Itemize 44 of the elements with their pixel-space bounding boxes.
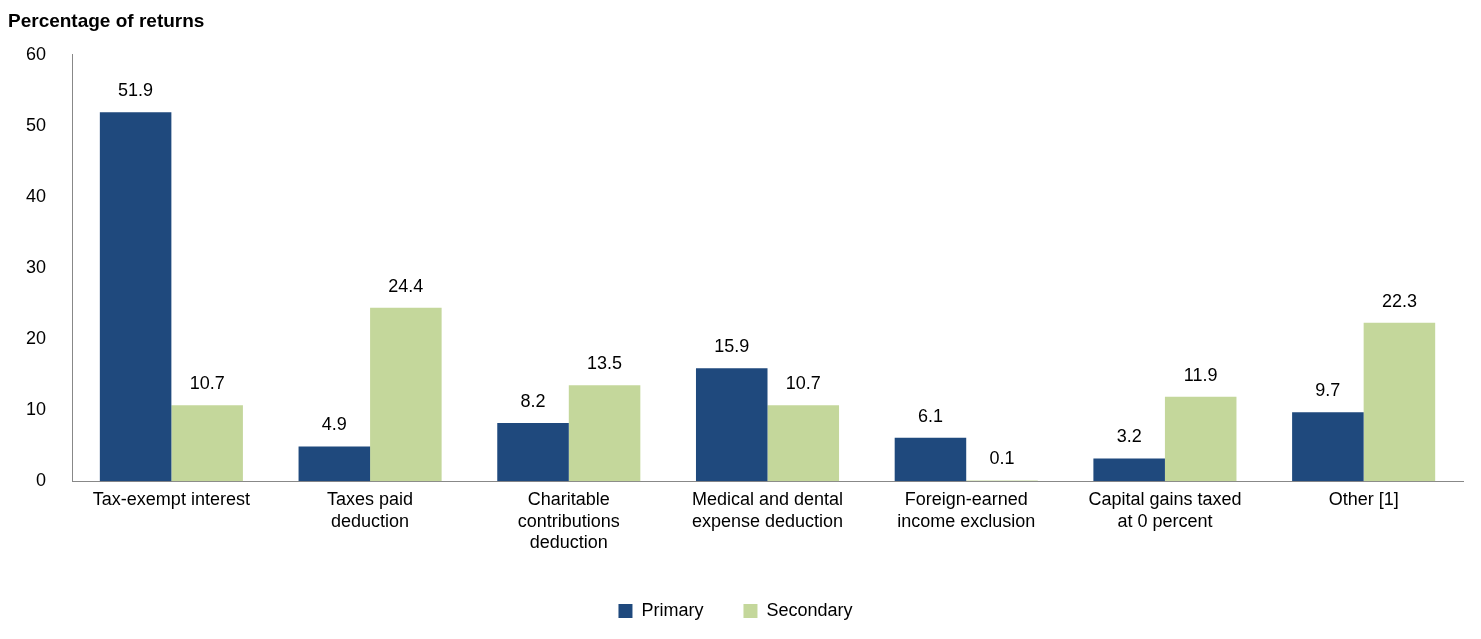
bar — [171, 405, 243, 482]
data-label: 6.1 — [917, 405, 943, 426]
data-label: 22.3 — [1381, 290, 1417, 311]
bar — [298, 446, 371, 482]
y-tick-label: 50 — [25, 114, 47, 135]
bar — [497, 422, 569, 482]
x-tick-label: Medical and dental expense deduction — [691, 488, 844, 531]
y-tick-label: 20 — [25, 328, 47, 349]
data-label: 9.7 — [1315, 380, 1341, 401]
y-tick-label: 10 — [25, 399, 47, 420]
x-tick-label: Tax-exempt interest — [92, 488, 250, 509]
x-tick-label: Taxes paid deduction — [327, 488, 414, 531]
chart-title: Percentage of returns — [8, 9, 205, 31]
data-label: 0.1 — [989, 448, 1015, 469]
bar — [1363, 322, 1436, 482]
bar — [1292, 412, 1364, 482]
bar — [370, 307, 442, 482]
data-label: 11.9 — [1183, 364, 1218, 385]
bar — [568, 385, 641, 482]
x-tick-label: Charitable contributions deduction — [517, 488, 620, 553]
bar — [767, 405, 840, 482]
x-tick-label: Other [1] — [1328, 488, 1399, 509]
bar — [894, 437, 967, 482]
data-label: 3.2 — [1116, 426, 1142, 447]
legend-label: Secondary — [766, 599, 853, 620]
bar — [1164, 396, 1237, 482]
x-tick-label: Foreign-earned income exclusion — [897, 488, 1036, 531]
x-tick-label: Capital gains taxed at 0 percent — [1088, 488, 1242, 531]
data-label: 10.7 — [785, 373, 821, 394]
data-label: 51.9 — [118, 80, 154, 101]
bar — [695, 368, 768, 482]
y-tick-label: 60 — [25, 43, 47, 64]
data-label: 10.7 — [189, 373, 225, 394]
y-tick-label: 30 — [25, 256, 47, 277]
y-tick-label: 0 — [36, 470, 47, 491]
data-label: 24.4 — [388, 275, 424, 296]
data-label: 4.9 — [321, 414, 347, 435]
bar — [99, 112, 172, 482]
data-label: 13.5 — [587, 353, 623, 374]
bar — [1093, 458, 1165, 482]
data-label: 15.9 — [714, 336, 750, 357]
legend-label: Primary — [641, 599, 704, 620]
data-label: 8.2 — [520, 390, 546, 411]
y-tick-label: 40 — [25, 185, 47, 206]
